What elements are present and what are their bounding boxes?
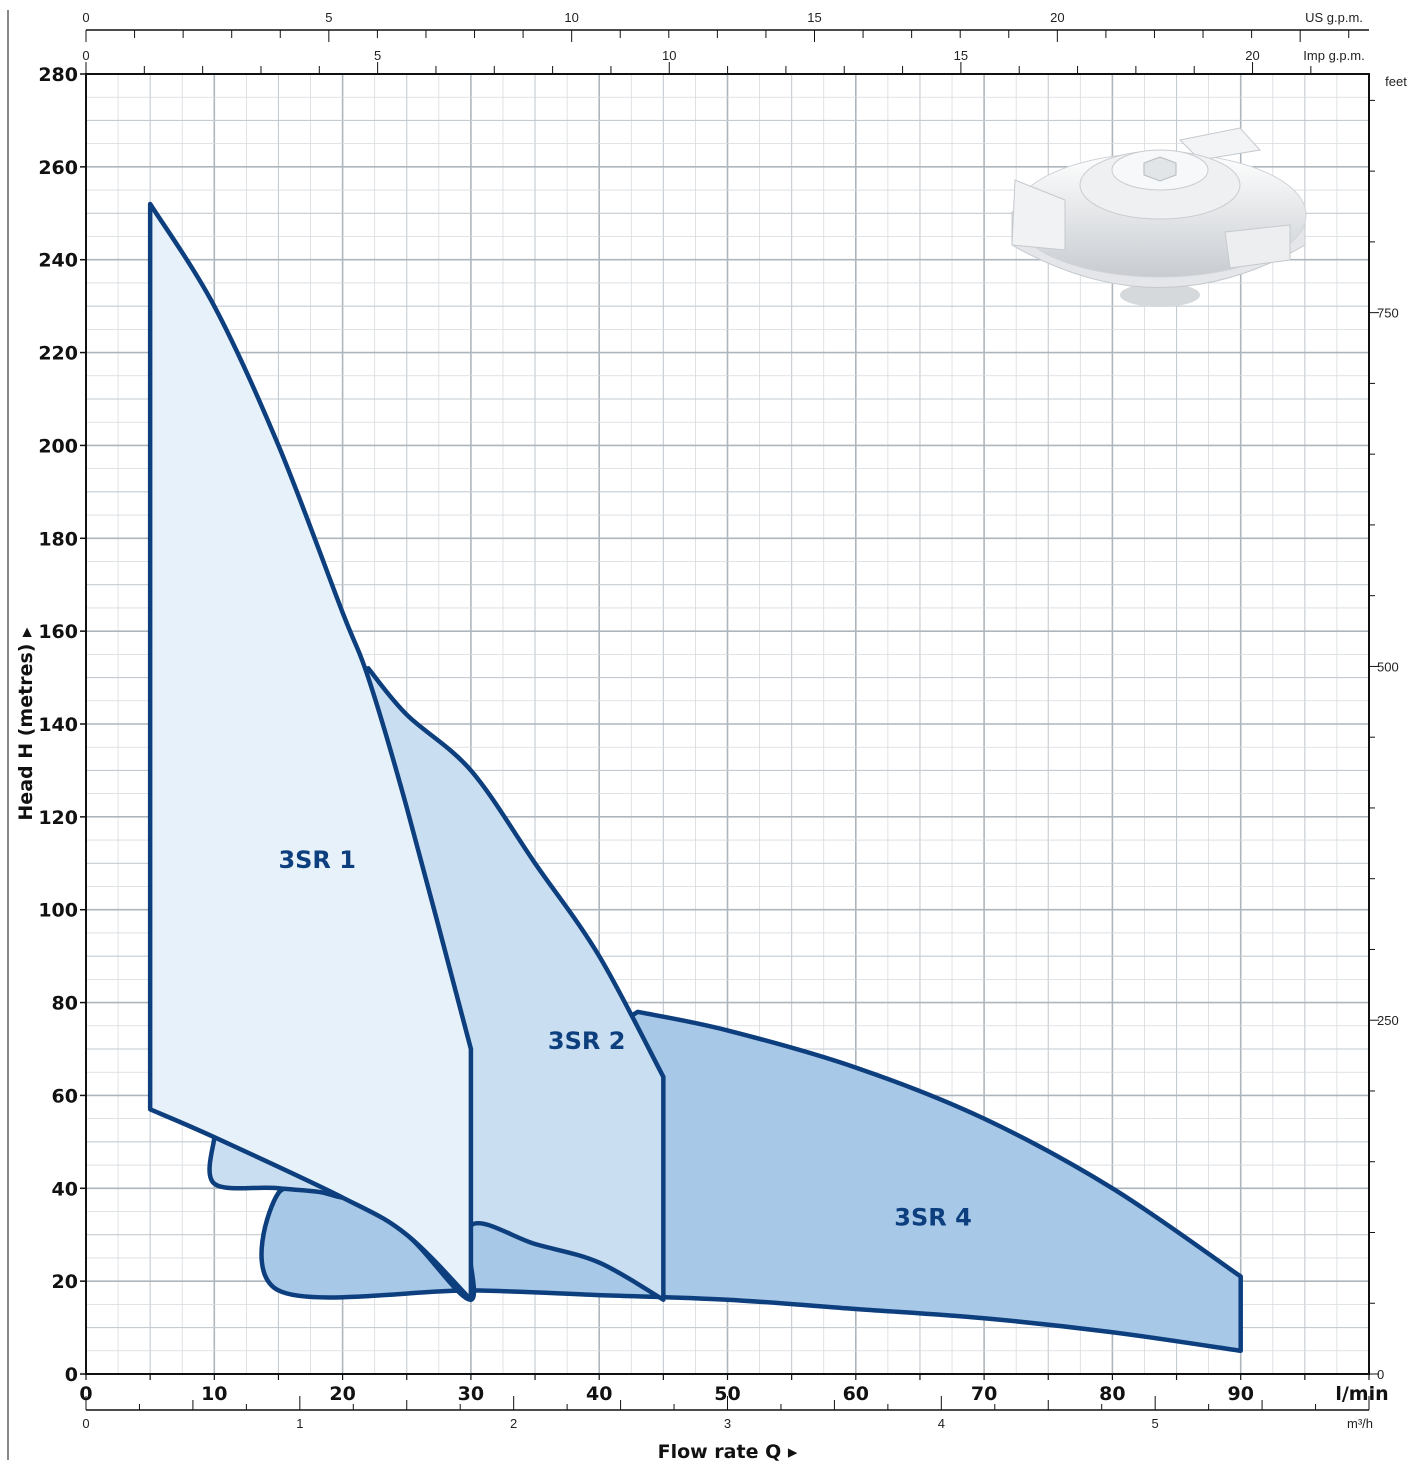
labels: 3SR 1 3SR 2 3SR 4 (278, 846, 971, 1232)
x-tick-label: 0 (79, 1383, 92, 1405)
y-tick-label: 60 (52, 1085, 78, 1107)
y-tick-label: 80 (52, 993, 78, 1015)
x-tick-label: 70 (971, 1383, 997, 1405)
feet-tick-label: 750 (1377, 306, 1399, 321)
m3h-tick-label: 1 (296, 1416, 303, 1431)
y-tick-label: 260 (38, 157, 78, 179)
us-gpm-unit-label: US g.p.m. (1305, 10, 1363, 25)
impeller-vane (1011, 179, 1066, 251)
feet-tick-label: 0 (1377, 1367, 1384, 1382)
y-tick-label: 120 (38, 807, 78, 829)
imp-gpm-tick-label: 15 (954, 48, 968, 63)
imp-gpm-unit-label: Imp g.p.m. (1303, 48, 1364, 63)
m3h-tick-label: 0 (82, 1416, 89, 1431)
us-gpm-tick-label: 5 (325, 10, 332, 25)
m3h-tick-label: 5 (1152, 1416, 1159, 1431)
y-axis-title: Head H (metres) ▸ (15, 627, 37, 821)
us-gpm-tick-label: 0 (82, 10, 89, 25)
x-axis-title: Flow rate Q ▸ (658, 1441, 798, 1463)
x-tick-label: 90 (1227, 1383, 1253, 1405)
impeller-vane (1224, 224, 1291, 269)
impeller-hex-bore (1143, 156, 1177, 182)
y-tick-label: 140 (38, 714, 78, 736)
y-tick-label: 240 (38, 250, 78, 272)
impeller-vane (1178, 127, 1261, 161)
m3h-tick-label: 3 (724, 1416, 731, 1431)
x-tick-label: 10 (201, 1383, 227, 1405)
imp-gpm-tick-label: 0 (82, 48, 89, 63)
impeller-hub-bottom (1120, 283, 1200, 307)
y-tick-label: 20 (52, 1271, 78, 1293)
imp-gpm-tick-label: 20 (1245, 48, 1259, 63)
us-gpm-tick-label: 20 (1050, 10, 1064, 25)
performance-areas (147, 201, 1243, 1354)
y-tick-label: 180 (38, 528, 78, 550)
x-tick-label: 30 (458, 1383, 484, 1405)
feet-unit-label: feet (1385, 74, 1407, 89)
y-tick-label: 0 (65, 1364, 78, 1386)
x-unit-label: l/min (1335, 1383, 1388, 1405)
series-label: 3SR 1 (278, 846, 356, 874)
m3h-unit-label: m³/h (1347, 1416, 1373, 1431)
feet-tick-label: 500 (1377, 659, 1399, 674)
us-gpm-tick-label: 15 (807, 10, 821, 25)
series-label: 3SR 2 (548, 1027, 626, 1055)
m3h-tick-label: 4 (938, 1416, 945, 1431)
axes: 0204060801001201401601802002202402602800… (7, 10, 1407, 1463)
feet-tick-label: 250 (1377, 1013, 1399, 1028)
x-tick-label: 50 (714, 1383, 740, 1405)
y-tick-label: 40 (52, 1178, 78, 1200)
imp-gpm-tick-label: 10 (662, 48, 676, 63)
m3h-tick-label: 2 (510, 1416, 517, 1431)
x-tick-label: 20 (329, 1383, 355, 1405)
area-3sr-1 (147, 201, 474, 1302)
impeller-image (1011, 127, 1307, 307)
y-tick-label: 200 (38, 435, 78, 457)
x-tick-label: 60 (843, 1383, 869, 1405)
imp-gpm-tick-label: 5 (374, 48, 381, 63)
us-gpm-tick-label: 10 (564, 10, 578, 25)
x-tick-label: 40 (586, 1383, 612, 1405)
y-tick-label: 160 (38, 621, 78, 643)
y-tick-label: 100 (38, 900, 78, 922)
y-tick-label: 280 (38, 64, 78, 86)
y-tick-label: 220 (38, 343, 78, 365)
x-tick-label: 80 (1099, 1383, 1125, 1405)
series-label: 3SR 4 (894, 1203, 972, 1231)
